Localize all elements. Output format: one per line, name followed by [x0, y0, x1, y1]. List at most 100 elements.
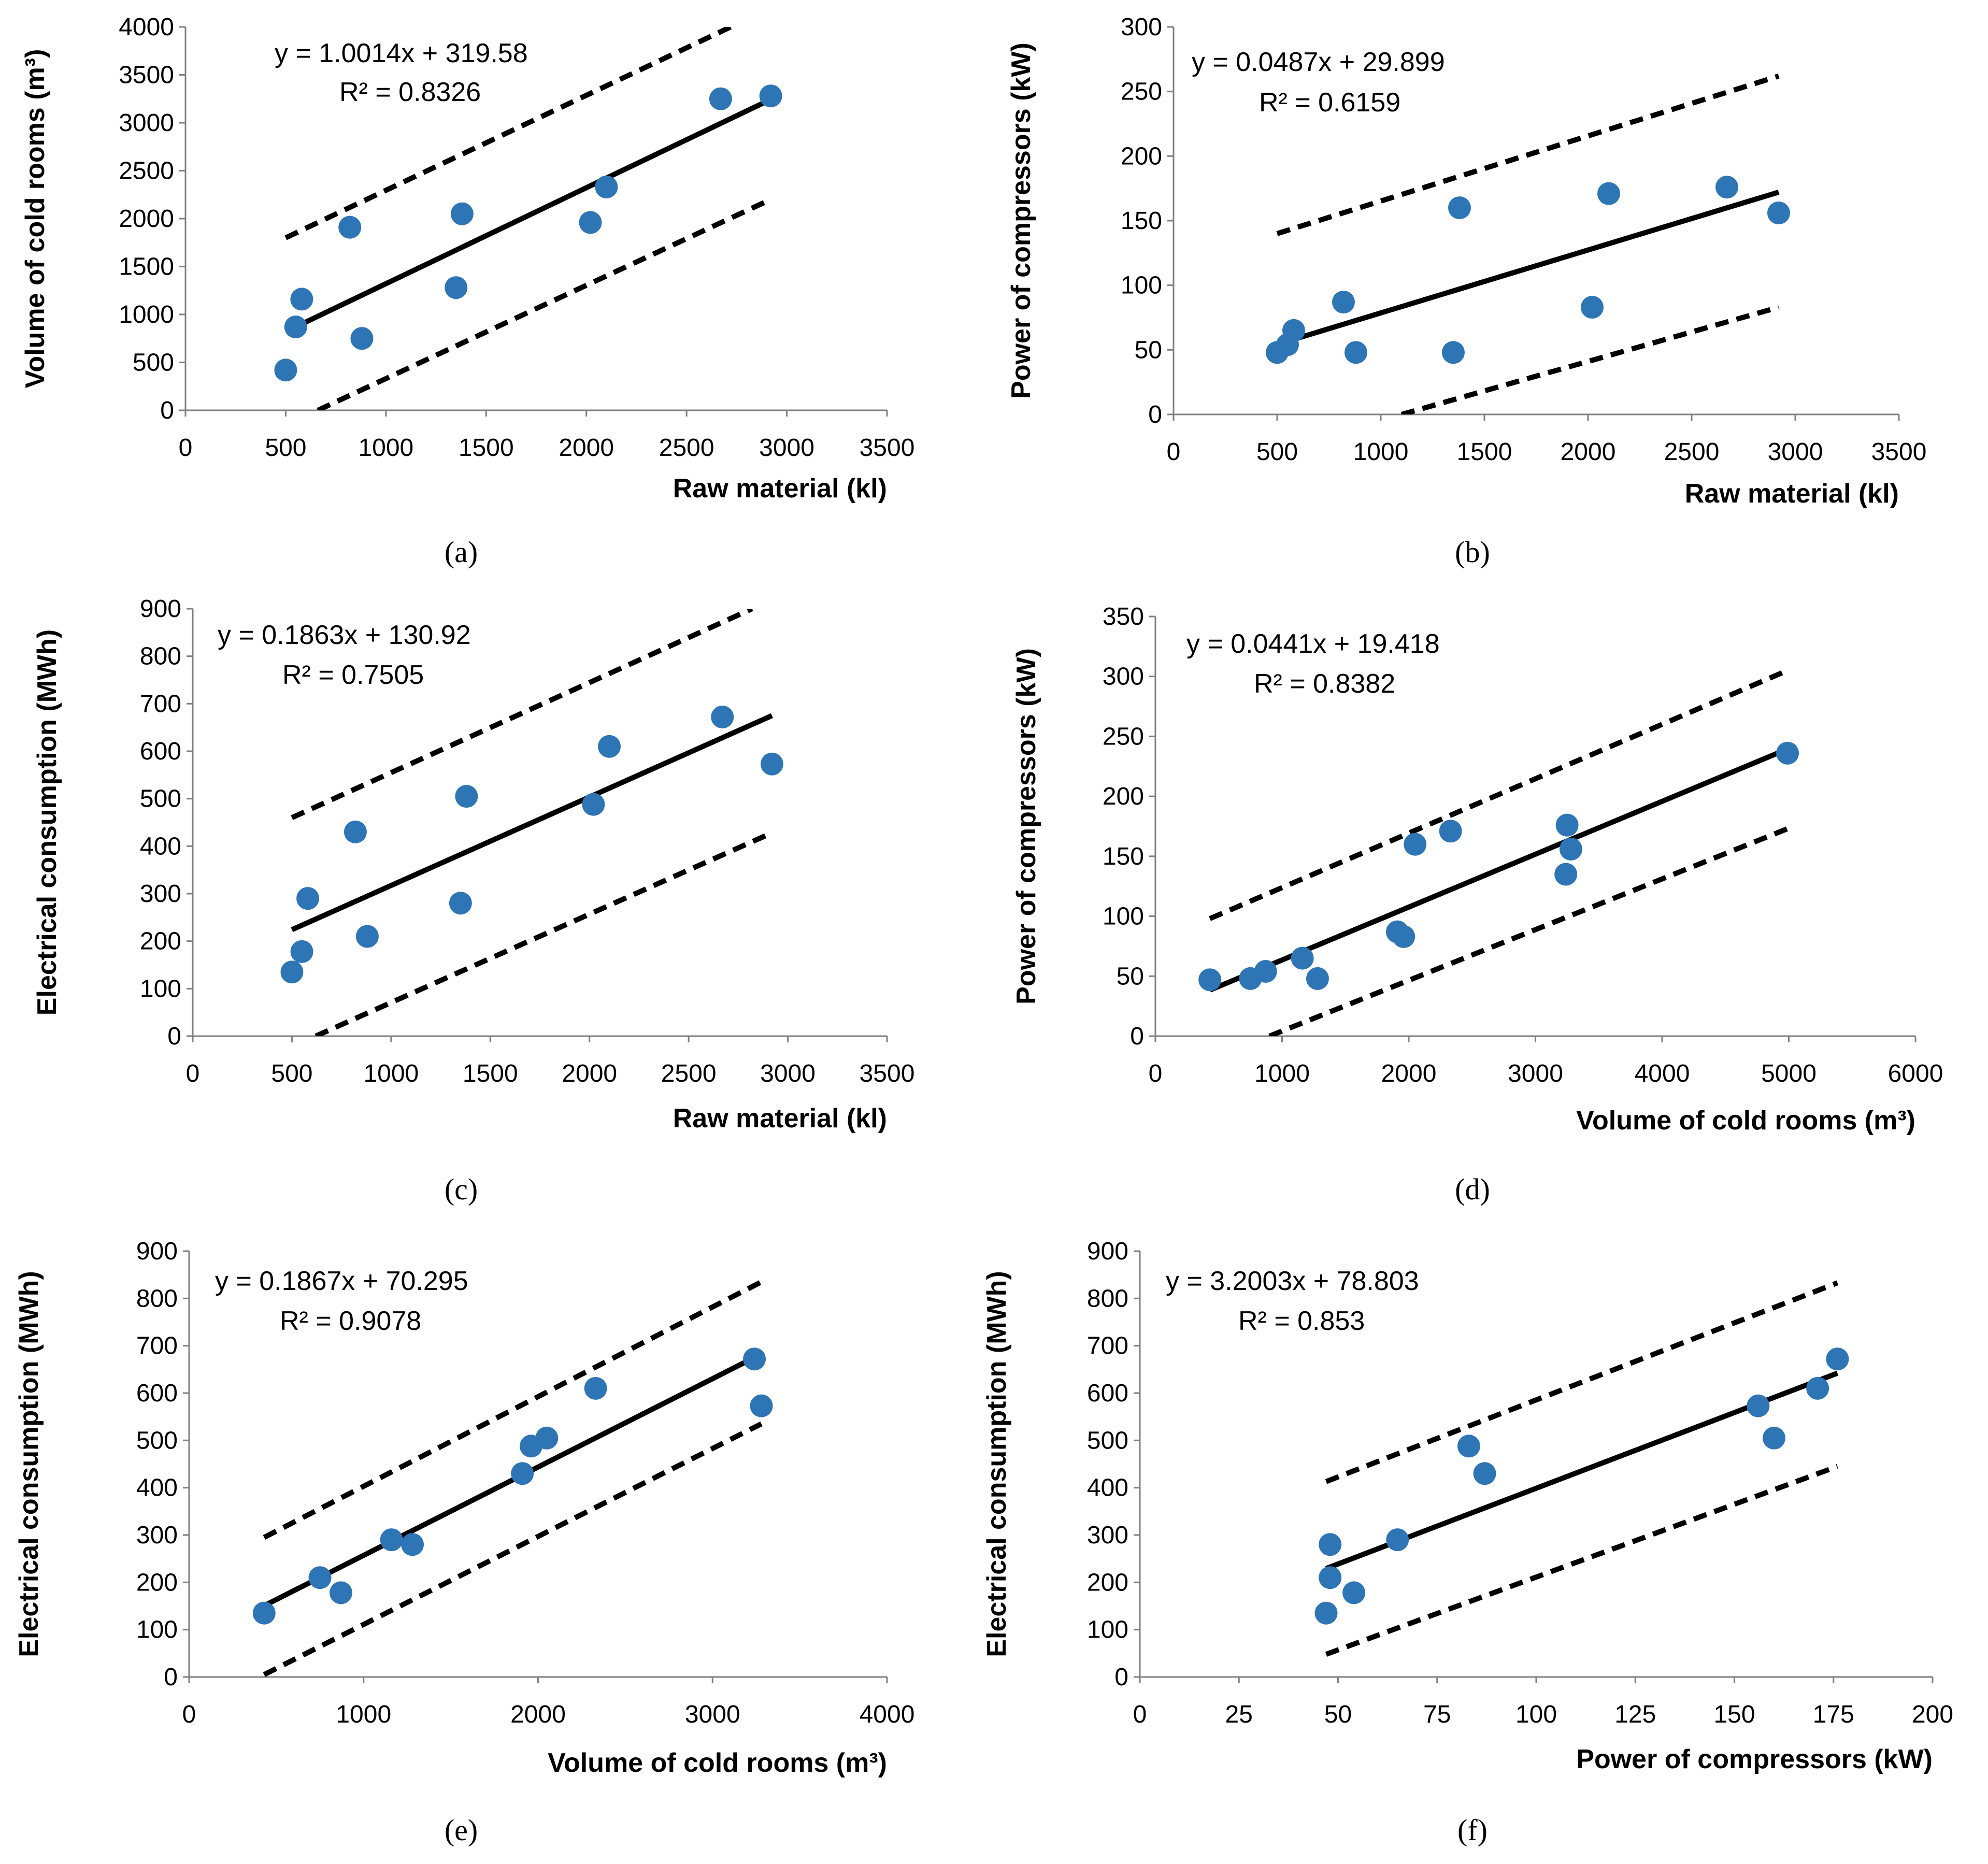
prediction-band-lower	[317, 197, 772, 410]
data-point	[709, 87, 732, 110]
y-tick-label: 200	[136, 1569, 178, 1596]
x-tick-label: 0	[1167, 438, 1181, 466]
x-axis-label: Raw material (kl)	[673, 474, 887, 504]
y-tick-label: 900	[136, 1238, 178, 1265]
data-point	[1392, 925, 1415, 948]
data-point	[1254, 960, 1277, 983]
y-axis-label: Volume of cold rooms (m³)	[20, 49, 50, 389]
x-tick-label: 6000	[1888, 1060, 1943, 1087]
y-axis-label: Electrical consumption (MWh)	[14, 1271, 44, 1657]
x-tick-label: 0	[182, 1701, 196, 1728]
data-point	[1314, 1601, 1338, 1625]
data-point	[329, 1581, 352, 1604]
y-tick-label: 100	[140, 975, 181, 1002]
x-tick-label: 500	[1256, 438, 1298, 466]
data-point	[380, 1528, 403, 1552]
chart-f: 0 100 200 300 400 500 600 700 800 900 0 25 50 75 100 12…	[982, 1238, 1953, 1847]
prediction-band-lower	[263, 1421, 763, 1677]
y-tick-label: 200	[1121, 142, 1162, 170]
chart-a: 0 500 1000 1500 2000 2500 3000 3500 4000 0 500 1000…	[20, 13, 914, 569]
data-point	[252, 1601, 276, 1625]
y-tick-label: 400	[136, 1474, 178, 1502]
y-tick-label: 900	[140, 595, 181, 623]
y-tick-label: 0	[164, 1664, 178, 1691]
data-point	[1763, 1426, 1785, 1450]
x-tick-label: 3000	[760, 1060, 816, 1087]
x-tick-label: 2500	[661, 1060, 717, 1087]
x-tick-label: 3500	[1871, 438, 1927, 466]
x-tick-label: 4000	[860, 1701, 915, 1728]
data-point	[1386, 1528, 1409, 1552]
data-point	[1559, 837, 1582, 861]
y-tick-label: 2500	[119, 157, 174, 185]
x-axis-label: Raw material (kl)	[673, 1103, 887, 1134]
data-point	[1554, 863, 1578, 886]
r-squared-label: R² = 0.8326	[339, 77, 481, 107]
y-tick-label: 250	[1103, 723, 1144, 750]
regression-equation: y = 3.2003x + 78.803	[1166, 1266, 1419, 1296]
data-point	[1555, 813, 1579, 837]
y-tick-label: 400	[140, 833, 181, 860]
chart-d: 0 50 100 150 200 250 300 350 0 1000 2000 3000 4000 50…	[1011, 603, 1943, 1206]
data-point	[1306, 967, 1329, 990]
data-point	[401, 1533, 424, 1556]
regression-line	[263, 1352, 763, 1608]
y-tick-label: 800	[136, 1285, 178, 1312]
y-tick-label: 1000	[119, 301, 174, 328]
chart-c: 0 100 200 300 400 500 600 700 800 900 0 500 1000 1500…	[32, 595, 914, 1206]
data-point	[274, 359, 297, 382]
y-tick-label: 250	[1121, 78, 1162, 106]
data-point	[450, 202, 474, 225]
y-tick-label: 900	[1087, 1238, 1128, 1265]
x-tick-label: 1500	[1457, 438, 1512, 466]
data-point	[290, 940, 313, 963]
data-point	[750, 1394, 773, 1417]
panel-label: (e)	[445, 1813, 478, 1847]
y-tick-label: 700	[1087, 1332, 1128, 1360]
y-tick-label: 500	[140, 785, 181, 813]
x-tick-label: 1000	[363, 1060, 419, 1087]
x-tick-label: 4000	[1635, 1060, 1690, 1087]
x-axis-label: Volume of cold rooms (m³)	[548, 1748, 887, 1778]
y-tick-label: 350	[1103, 603, 1144, 630]
y-tick-label: 600	[140, 738, 181, 765]
data-point	[296, 887, 320, 910]
r-squared-label: R² = 0.8382	[1254, 669, 1395, 699]
data-point	[290, 288, 313, 311]
y-tick-label: 3000	[119, 109, 174, 137]
x-tick-label: 0	[1133, 1701, 1147, 1728]
y-tick-label: 500	[1087, 1427, 1128, 1454]
regression-equation: y = 0.0441x + 19.418	[1186, 629, 1440, 659]
prediction-band-upper	[291, 609, 753, 820]
data-point	[1319, 1566, 1342, 1589]
y-tick-label: 1500	[119, 253, 174, 281]
y-tick-label: 300	[140, 880, 181, 908]
y-tick-label: 0	[167, 1023, 181, 1050]
x-tick-label: 500	[271, 1060, 312, 1087]
x-tick-label: 0	[1149, 1060, 1163, 1087]
x-tick-label: 25	[1225, 1701, 1253, 1728]
y-tick-label: 300	[1121, 13, 1162, 41]
x-tick-label: 1500	[459, 434, 514, 462]
data-point	[1767, 202, 1790, 225]
data-point	[1442, 341, 1465, 364]
x-tick-label: 2000	[1561, 438, 1616, 466]
y-tick-label: 600	[1087, 1380, 1128, 1407]
y-tick-label: 200	[1087, 1569, 1128, 1596]
data-point	[1282, 319, 1305, 342]
data-point	[355, 925, 379, 948]
data-point	[284, 316, 307, 339]
x-tick-label: 150	[1713, 1701, 1755, 1728]
chart-e: 0 100 200 300 400 500 600 700 800 900 0 1000 2000 300…	[14, 1238, 914, 1847]
x-tick-label: 0	[186, 1060, 200, 1087]
data-point	[1473, 1462, 1496, 1485]
data-point	[598, 735, 621, 758]
y-tick-label: 100	[1087, 1616, 1128, 1644]
regression-equation: y = 0.1863x + 130.92	[218, 620, 471, 650]
data-point	[1826, 1347, 1849, 1371]
regression-equation: y = 0.1867x + 70.295	[215, 1266, 468, 1296]
data-point	[338, 216, 362, 239]
y-tick-label: 0	[1148, 401, 1162, 428]
data-point	[449, 892, 472, 915]
